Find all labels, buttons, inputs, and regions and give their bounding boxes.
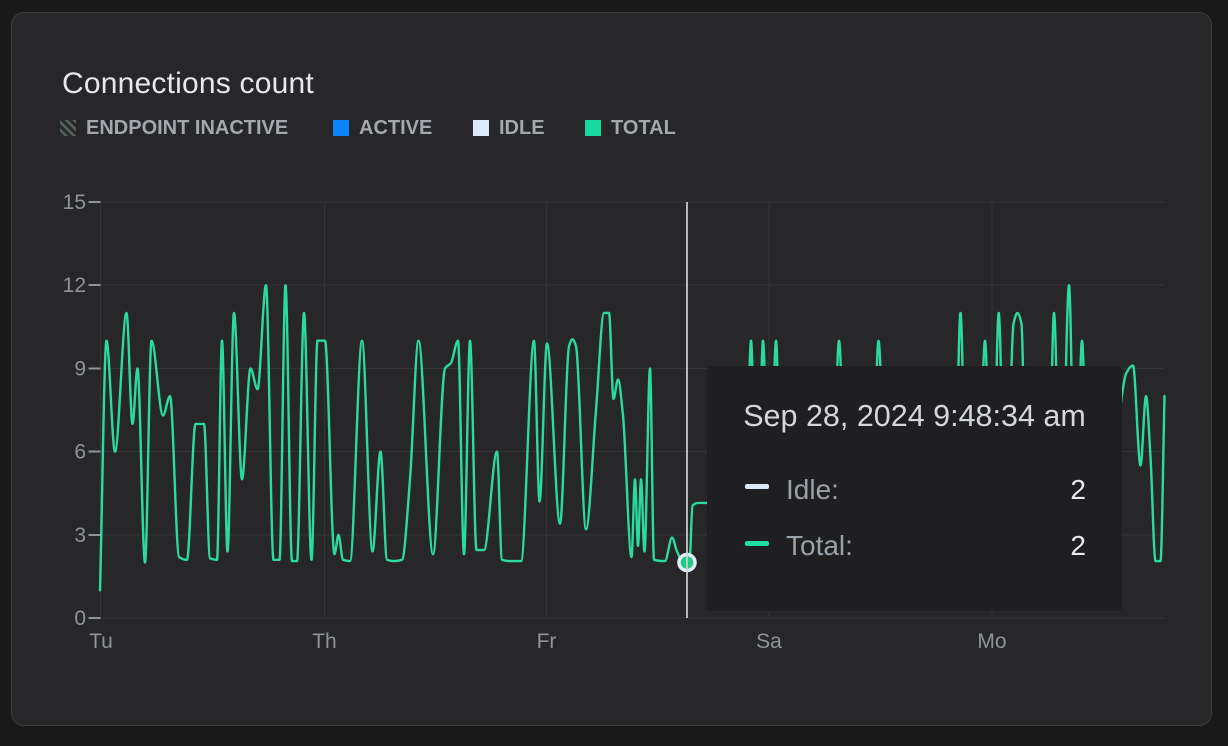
svg-text:Th: Th (312, 630, 337, 653)
svg-text:3: 3 (74, 524, 86, 547)
svg-text:0: 0 (74, 607, 86, 630)
svg-text:15: 15 (63, 191, 86, 214)
svg-text:9: 9 (74, 357, 86, 380)
svg-text:Mo: Mo (977, 630, 1006, 653)
svg-text:Tu: Tu (89, 630, 113, 653)
svg-text:Sa: Sa (756, 630, 782, 653)
svg-text:12: 12 (63, 274, 86, 297)
svg-text:6: 6 (74, 441, 86, 464)
svg-text:Fr: Fr (537, 630, 557, 653)
